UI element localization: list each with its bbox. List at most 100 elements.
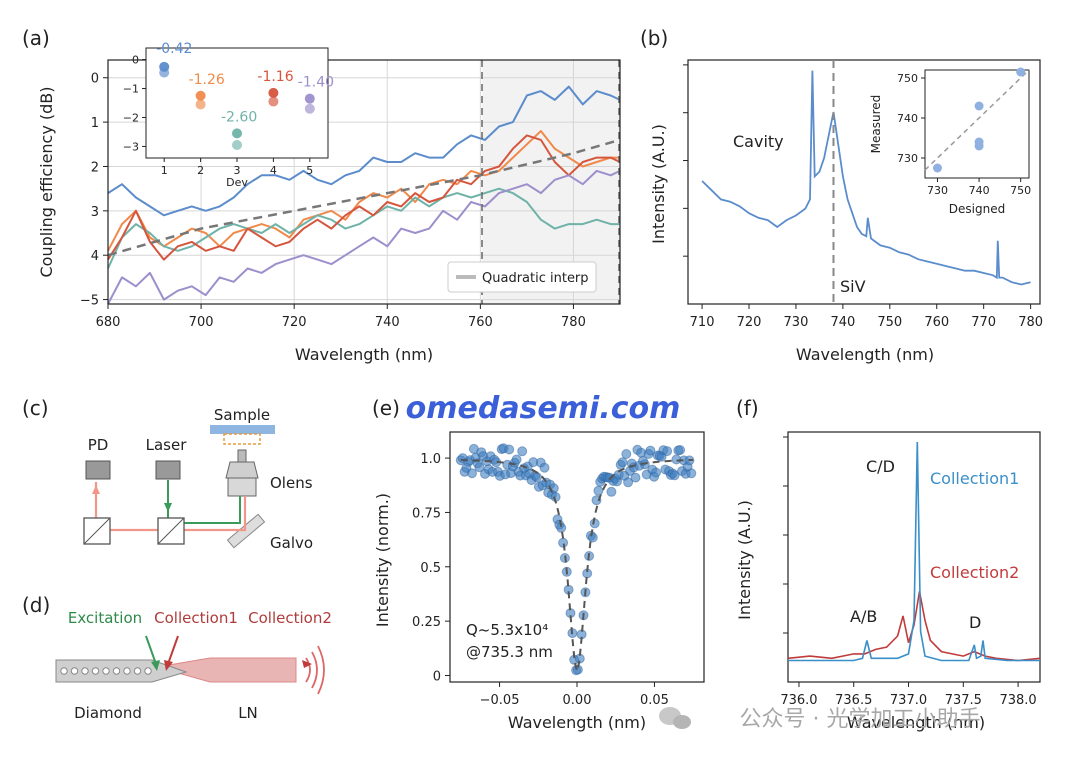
laser-box xyxy=(155,460,181,480)
inset-a-point-3b xyxy=(232,139,242,150)
panel-b-xtick-label-3: 740 xyxy=(830,315,855,330)
legend-collection2: Collection2 xyxy=(930,563,1019,582)
panel-e-point-81 xyxy=(606,486,617,497)
panel-f-xtick-label-2: 737.0 xyxy=(890,693,927,708)
panel-e-point-74 xyxy=(593,485,604,496)
panel-b-spectrum xyxy=(701,70,1031,286)
panel-a-xtick-label-5: 780 xyxy=(561,315,586,330)
collection1-pointer-icon xyxy=(164,660,173,671)
panel-a-ytick-label-5: −5 xyxy=(80,294,99,309)
inset-a-point-5b xyxy=(304,103,315,114)
panel-b-xtick-label-0: 710 xyxy=(690,315,715,330)
inset-a-xtick-label-2: 3 xyxy=(234,164,241,177)
panel-e-point-33 xyxy=(517,446,528,457)
footer-text: 公众号 · 光学加工小助手 xyxy=(740,707,981,732)
panel-a-frame xyxy=(107,59,621,305)
panel-e-point-111 xyxy=(662,446,673,457)
excitation-label: Excitation xyxy=(68,609,142,627)
panel-e-xlabel: Wavelength (nm) xyxy=(508,713,646,732)
panel-f-ylabel: Intensity (A.U.) xyxy=(735,500,754,620)
collection2-label: Collection2 xyxy=(248,609,332,627)
excitation-beam xyxy=(167,480,241,524)
inset-a-frame xyxy=(145,47,329,159)
inset-a-point-4a xyxy=(268,87,279,98)
legend-label-quadratic: Quadratic interp xyxy=(482,271,589,286)
diamond-hole-0 xyxy=(60,667,68,675)
panel-f-d-label: D xyxy=(969,613,981,632)
inset-b-diagonal-line xyxy=(924,69,1030,171)
panel-f-chart: 736.0 736.5 737.0 737.5 738.0 C/D A/B D Coll… xyxy=(735,431,1041,732)
panel-label-d: (d) xyxy=(22,593,50,617)
olens-icon xyxy=(225,461,259,479)
diamond-hole-2 xyxy=(81,667,89,675)
panel-a-ytick-label-1: 1 xyxy=(91,116,99,131)
laser-label: Laser xyxy=(146,436,188,454)
olens-body xyxy=(227,477,257,497)
inset-b-ytick-label-1: 740 xyxy=(897,112,918,125)
inset-a-ytick-label-0: 0 xyxy=(132,54,139,67)
collection1-spectrum xyxy=(788,441,1040,662)
inset-b-xtick-label-2: 750 xyxy=(1010,184,1031,197)
watermark-text: omedasemi.com xyxy=(406,391,681,426)
inset-b-point-1 xyxy=(974,101,984,111)
panel-e-point-45 xyxy=(539,462,550,473)
panel-a-xtick-label-2: 720 xyxy=(282,315,307,330)
olens-top xyxy=(237,449,247,463)
inset-a-point-4b xyxy=(268,96,279,107)
panel-e-ytick-label-1: 0.25 xyxy=(412,615,441,630)
panel-f-ab-label: A/B xyxy=(850,607,877,626)
diamond-hole-6 xyxy=(123,667,131,675)
inset-a-ytick-label-1: −1 xyxy=(123,83,139,96)
panel-b-cavity-label: Cavity xyxy=(733,132,784,151)
collection1-label: Collection1 xyxy=(154,609,238,627)
sample-region-box xyxy=(223,433,261,445)
inset-a-point-2a xyxy=(195,90,206,101)
panel-e-point-6 xyxy=(467,468,477,479)
panel-label-a: (a) xyxy=(22,26,50,50)
inset-a-value-label-3: -2.60 xyxy=(221,109,257,125)
inset-a-xtick-label-3: 4 xyxy=(270,164,277,177)
panel-label-b: (b) xyxy=(640,26,668,50)
inset-b-ytick-label-0: 730 xyxy=(897,152,918,165)
panel-b-xtick-label-4: 750 xyxy=(877,315,902,330)
inset-a-point-3a xyxy=(232,128,242,139)
panel-f-cd-label: C/D xyxy=(866,457,895,476)
panel-e-ytick-label-3: 0.75 xyxy=(412,506,441,521)
ln-waveguide xyxy=(156,657,297,683)
panel-a-ytick-label-4: 4 xyxy=(91,249,99,264)
excitation-arrow-icon xyxy=(164,503,172,512)
panel-a-ytick-label-0: 0 xyxy=(91,72,99,87)
panel-b-xtick-label-5: 760 xyxy=(924,315,949,330)
olens-label: Olens xyxy=(270,474,313,492)
inset-a-xtick-label-1: 2 xyxy=(197,164,204,177)
panel-f-xtick-label-0: 736.0 xyxy=(780,693,817,708)
panel-e-point-124 xyxy=(686,468,697,479)
beamsplitter-laser-diagonal xyxy=(157,517,185,545)
diamond-hole-8 xyxy=(144,667,152,675)
panel-e-q-label: Q~5.3x10⁴ xyxy=(466,621,548,639)
panel-a-series-5 xyxy=(107,169,621,305)
emission-wave-3 xyxy=(317,645,325,695)
panel-e-point-10 xyxy=(474,462,485,473)
inset-b-point-3 xyxy=(974,141,984,151)
inset-b-frame xyxy=(924,69,1030,179)
panel-f-xtick-label-4: 738.0 xyxy=(999,693,1036,708)
inset-b-ylabel: Measured xyxy=(869,95,883,154)
excitation-pointer xyxy=(145,635,157,665)
panel-a-ytick-label-3: 3 xyxy=(91,205,99,220)
inset-b-xtick-label-1: 740 xyxy=(969,184,990,197)
inset-a-xtick-label-4: 5 xyxy=(306,164,313,177)
panel-e-chart: −0.05 0.00 0.05 00.250.50.751.0 Q~5.3x10⁴ … xyxy=(373,431,705,732)
inset-a-point-5a xyxy=(304,93,315,104)
inset-a-value-label-1: -0.42 xyxy=(156,41,192,57)
panel-e-xtick-label-2: 0.05 xyxy=(640,693,669,708)
excitation-pointer-icon xyxy=(151,660,160,671)
inset-a-ytick-label-2: −2 xyxy=(123,111,139,124)
galvo-label: Galvo xyxy=(270,534,313,552)
emission-wave-1 xyxy=(305,657,311,683)
panel-a-xtick-label-3: 740 xyxy=(375,315,400,330)
panel-e-point-71 xyxy=(587,532,598,543)
panel-a-xtick-label-4: 760 xyxy=(468,315,493,330)
panel-a-ylabel: Coupling efficiency (dB) xyxy=(37,86,56,277)
